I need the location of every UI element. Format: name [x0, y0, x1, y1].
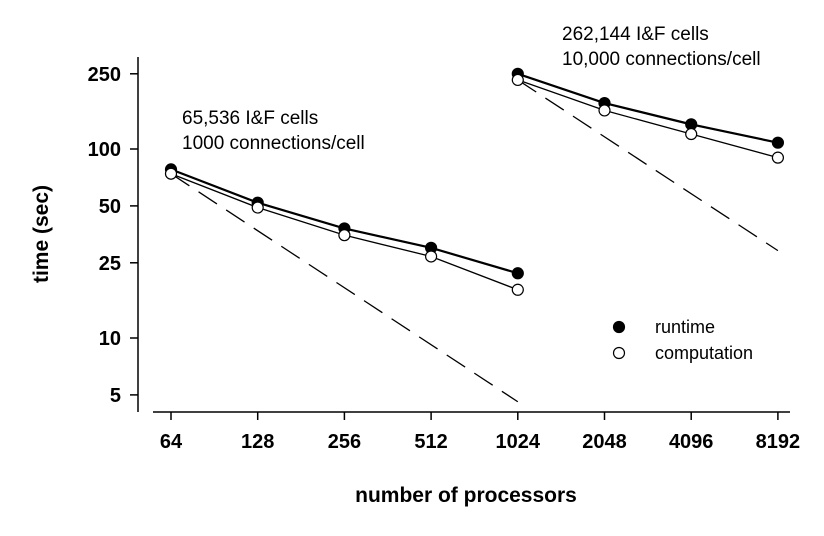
computation-point: [598, 104, 611, 117]
x-tick-label: 1024: [496, 431, 541, 453]
x-tick-label: 2048: [582, 431, 627, 453]
computation-point: [771, 151, 785, 164]
ideal-lines: [170, 79, 779, 403]
runtime-point: [771, 136, 785, 149]
annotation-group1-line2: 1000 connections/cell: [182, 133, 365, 154]
y-tick-label: 250: [88, 64, 121, 86]
x-tick-label: 512: [414, 431, 447, 453]
x-tick-label: 8192: [756, 431, 801, 453]
computation-line: [517, 79, 779, 159]
y-tick-label: 25: [99, 253, 121, 275]
y-tick-label: 5: [110, 385, 121, 407]
computation-point: [338, 229, 351, 242]
computation-point: [425, 250, 438, 263]
x-tick-label: 64: [160, 431, 183, 453]
x-tick-label: 256: [328, 431, 361, 453]
runtime-line: [170, 168, 519, 275]
markers: [164, 67, 785, 296]
y-ticks: 5 10 25 50 100 250: [88, 64, 138, 407]
computation-point: [251, 201, 264, 214]
legend-runtime-label: runtime: [655, 317, 715, 337]
runtime-point: [511, 267, 524, 280]
x-ticks: 64 128 256 512 1024 2048 4096 8192: [160, 412, 800, 453]
annotation-group1-line1: 65,536 I&F cells: [182, 108, 318, 129]
y-tick-label: 50: [99, 196, 121, 218]
x-tick-label: 4096: [669, 431, 714, 453]
legend: runtime computation: [612, 317, 753, 363]
legend-computation-marker: [612, 346, 626, 360]
axes: [137, 57, 790, 413]
ideal-scaling-line: [170, 173, 519, 403]
legend-computation-label: computation: [655, 343, 753, 363]
ideal-scaling-line: [517, 79, 779, 252]
computation-point: [164, 167, 178, 180]
y-tick-label: 100: [88, 139, 121, 161]
legend-runtime-marker: [612, 320, 626, 334]
series: [170, 72, 779, 291]
computation-point: [511, 73, 524, 87]
annotation-group2-line2: 10,000 connections/cell: [562, 49, 761, 70]
y-tick-label: 10: [99, 328, 121, 350]
annotation-group2-line1: 262,144 I&F cells: [562, 24, 709, 45]
x-axis-title: number of processors: [355, 484, 577, 507]
runtime-line: [517, 72, 779, 144]
computation-point: [511, 283, 524, 296]
x-tick-label: 128: [241, 431, 274, 453]
computation-point: [685, 127, 698, 141]
y-axis-title: time (sec): [30, 185, 53, 283]
